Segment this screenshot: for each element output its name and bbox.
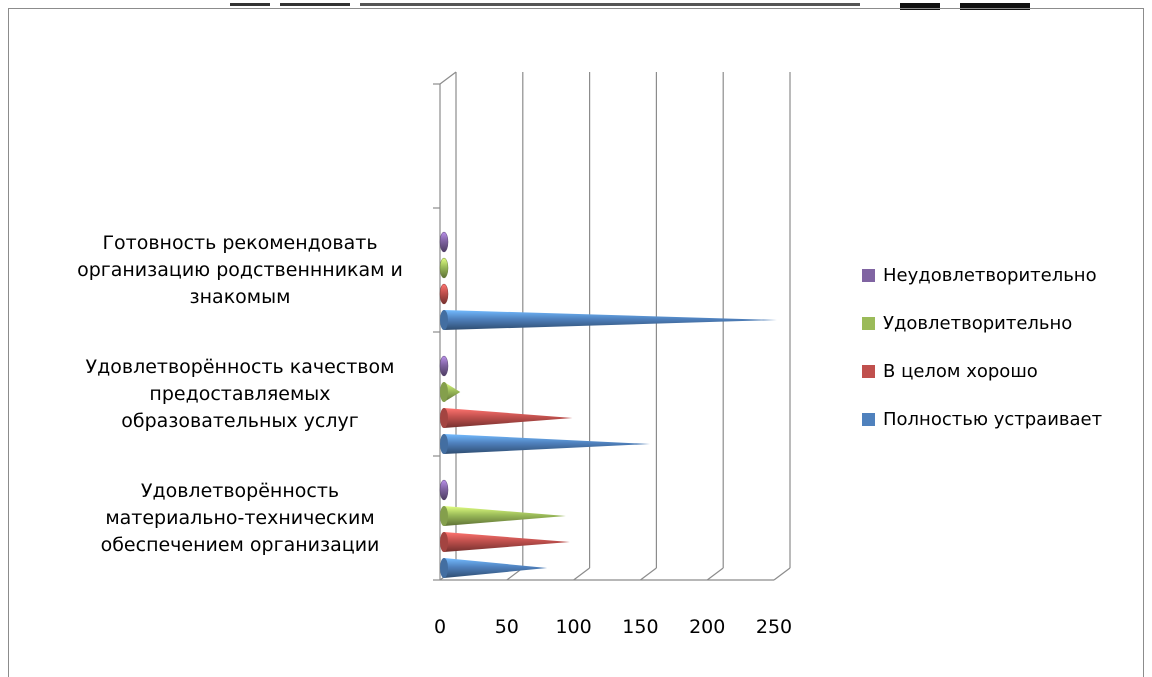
category-label: Удовлетворённость качеством <box>86 356 395 378</box>
legend-swatch <box>862 413 875 426</box>
floor-gridline <box>640 567 657 581</box>
text-fragment <box>360 3 860 6</box>
cone-base <box>440 532 448 552</box>
cone-layer <box>439 231 777 578</box>
x-tick-label: 150 <box>622 616 658 638</box>
cone-bar <box>444 434 650 454</box>
cone-bar <box>444 408 573 428</box>
category-label: образовательных услуг <box>121 410 358 432</box>
category-label: обеспечением организации <box>101 534 380 556</box>
legend-label: Неудовлетворительно <box>883 265 1097 286</box>
text-fragment <box>900 3 940 10</box>
cone-base <box>440 506 448 526</box>
legend: Неудовлетворительно Удовлетворительно В це… <box>862 265 1102 430</box>
legend-label: Полностью устраивает <box>883 409 1102 430</box>
category-labels: Удовлетворённость материально-техническим… <box>77 232 403 556</box>
cropped-document-text <box>0 0 1152 10</box>
x-tick-label: 200 <box>689 616 725 638</box>
cone-bar <box>439 479 449 501</box>
floor-gridline <box>706 567 724 581</box>
category-label: Удовлетворённость <box>141 480 339 502</box>
x-tick-label: 0 <box>434 616 446 638</box>
x-tick-label: 100 <box>555 616 591 638</box>
legend-swatch <box>862 365 875 378</box>
text-fragment <box>280 3 350 6</box>
cone-base <box>440 408 448 428</box>
floor-gridline <box>773 567 791 581</box>
cropped-text-fragments <box>230 3 1030 10</box>
cone-bar <box>444 532 570 552</box>
category-label: материально-техническим <box>105 507 374 529</box>
cone-base <box>440 382 448 402</box>
cone-bar <box>444 506 566 526</box>
cone-bar <box>439 257 449 279</box>
y-axis-top-edge <box>439 71 457 85</box>
cone-bar <box>439 231 449 253</box>
cone-bar <box>444 310 777 330</box>
text-fragment <box>960 3 1030 10</box>
text-fragment <box>230 3 270 6</box>
category-label: организацию родственнникам и <box>77 259 403 281</box>
legend-label: Удовлетворительно <box>883 313 1072 334</box>
category-label: предоставляемых <box>149 383 330 405</box>
axis-layer <box>433 71 774 581</box>
legend-label: В целом хорошо <box>883 361 1038 382</box>
cone-bar <box>439 283 449 305</box>
cone-base <box>440 434 448 454</box>
cone-base <box>440 310 448 330</box>
floor-gridline <box>573 567 590 581</box>
category-label: Готовность рекомендовать <box>102 232 377 254</box>
cone-bar <box>439 355 449 377</box>
chart-area <box>8 8 1144 677</box>
cone-bar <box>444 558 548 578</box>
legend-swatch <box>862 269 875 282</box>
x-tick-label: 50 <box>495 616 519 638</box>
category-label: знакомым <box>190 286 291 308</box>
x-tick-label: 250 <box>756 616 792 638</box>
x-tick-labels: 0 50 100 150 200 250 <box>434 616 792 638</box>
cone-bar <box>444 382 461 402</box>
cone-base <box>440 558 448 578</box>
legend-swatch <box>862 317 875 330</box>
